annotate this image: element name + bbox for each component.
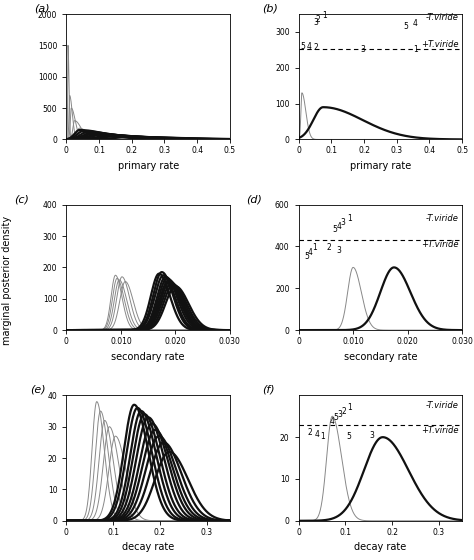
Text: -T.viride: -T.viride — [426, 401, 459, 410]
Text: 3: 3 — [361, 45, 365, 54]
Text: (f): (f) — [263, 385, 275, 395]
Text: -T.viride: -T.viride — [426, 214, 459, 223]
Text: 4: 4 — [314, 431, 319, 440]
Text: +T.viride: +T.viride — [421, 40, 459, 49]
Text: 5: 5 — [403, 22, 408, 31]
X-axis label: primary rate: primary rate — [118, 161, 179, 171]
Text: +T.viride: +T.viride — [421, 240, 459, 249]
Text: 1: 1 — [322, 11, 327, 20]
Text: 1: 1 — [347, 403, 352, 412]
Text: 2: 2 — [313, 43, 318, 52]
Text: 1: 1 — [312, 243, 317, 252]
Text: 5: 5 — [346, 432, 351, 441]
Text: (a): (a) — [34, 3, 49, 13]
Text: 2: 2 — [342, 407, 346, 416]
X-axis label: secondary rate: secondary rate — [111, 352, 185, 362]
Text: -T.viride: -T.viride — [426, 13, 459, 22]
Text: 4: 4 — [308, 249, 312, 258]
Text: (d): (d) — [246, 194, 262, 204]
Text: 1: 1 — [347, 214, 352, 223]
Text: 3: 3 — [313, 18, 318, 27]
Text: marginal posterior density: marginal posterior density — [2, 216, 12, 344]
X-axis label: decay rate: decay rate — [122, 542, 174, 552]
Text: 5: 5 — [332, 225, 337, 234]
Text: 3: 3 — [340, 218, 345, 227]
X-axis label: secondary rate: secondary rate — [344, 352, 417, 362]
Text: 5: 5 — [300, 42, 305, 51]
Text: 5: 5 — [304, 252, 309, 262]
Text: 3: 3 — [336, 246, 341, 255]
Text: 2: 2 — [316, 15, 320, 24]
X-axis label: decay rate: decay rate — [354, 542, 407, 552]
Text: (c): (c) — [14, 194, 29, 204]
Text: 3: 3 — [369, 431, 374, 440]
X-axis label: primary rate: primary rate — [350, 161, 411, 171]
Text: 1: 1 — [413, 45, 418, 54]
Text: 1: 1 — [321, 432, 326, 441]
Text: 2: 2 — [308, 428, 312, 437]
Text: 2: 2 — [327, 243, 331, 252]
Text: 4: 4 — [413, 19, 418, 28]
Text: 4: 4 — [330, 417, 335, 426]
Text: (b): (b) — [263, 3, 279, 13]
Text: 4: 4 — [307, 42, 311, 51]
Text: 4: 4 — [336, 222, 341, 231]
Text: 3: 3 — [338, 410, 343, 419]
Text: (e): (e) — [30, 385, 46, 395]
Text: +T.viride: +T.viride — [421, 426, 459, 435]
Text: 5: 5 — [334, 413, 338, 422]
